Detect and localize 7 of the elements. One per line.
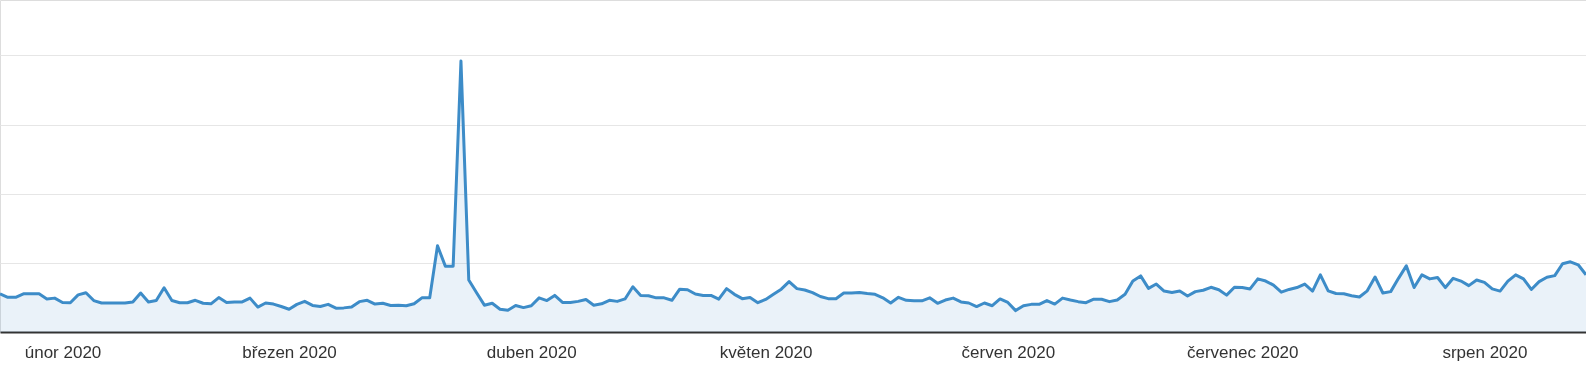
x-tick-label: srpen 2020 — [1442, 342, 1528, 362]
x-tick-label: červenec 2020 — [1186, 342, 1299, 362]
x-tick-label: březen 2020 — [242, 342, 337, 362]
x-tick-label: únor 2020 — [24, 342, 102, 362]
x-tick-label: květen 2020 — [719, 342, 813, 362]
x-tick-label: červen 2020 — [961, 342, 1056, 362]
x-tick-label: duben 2020 — [486, 342, 577, 362]
